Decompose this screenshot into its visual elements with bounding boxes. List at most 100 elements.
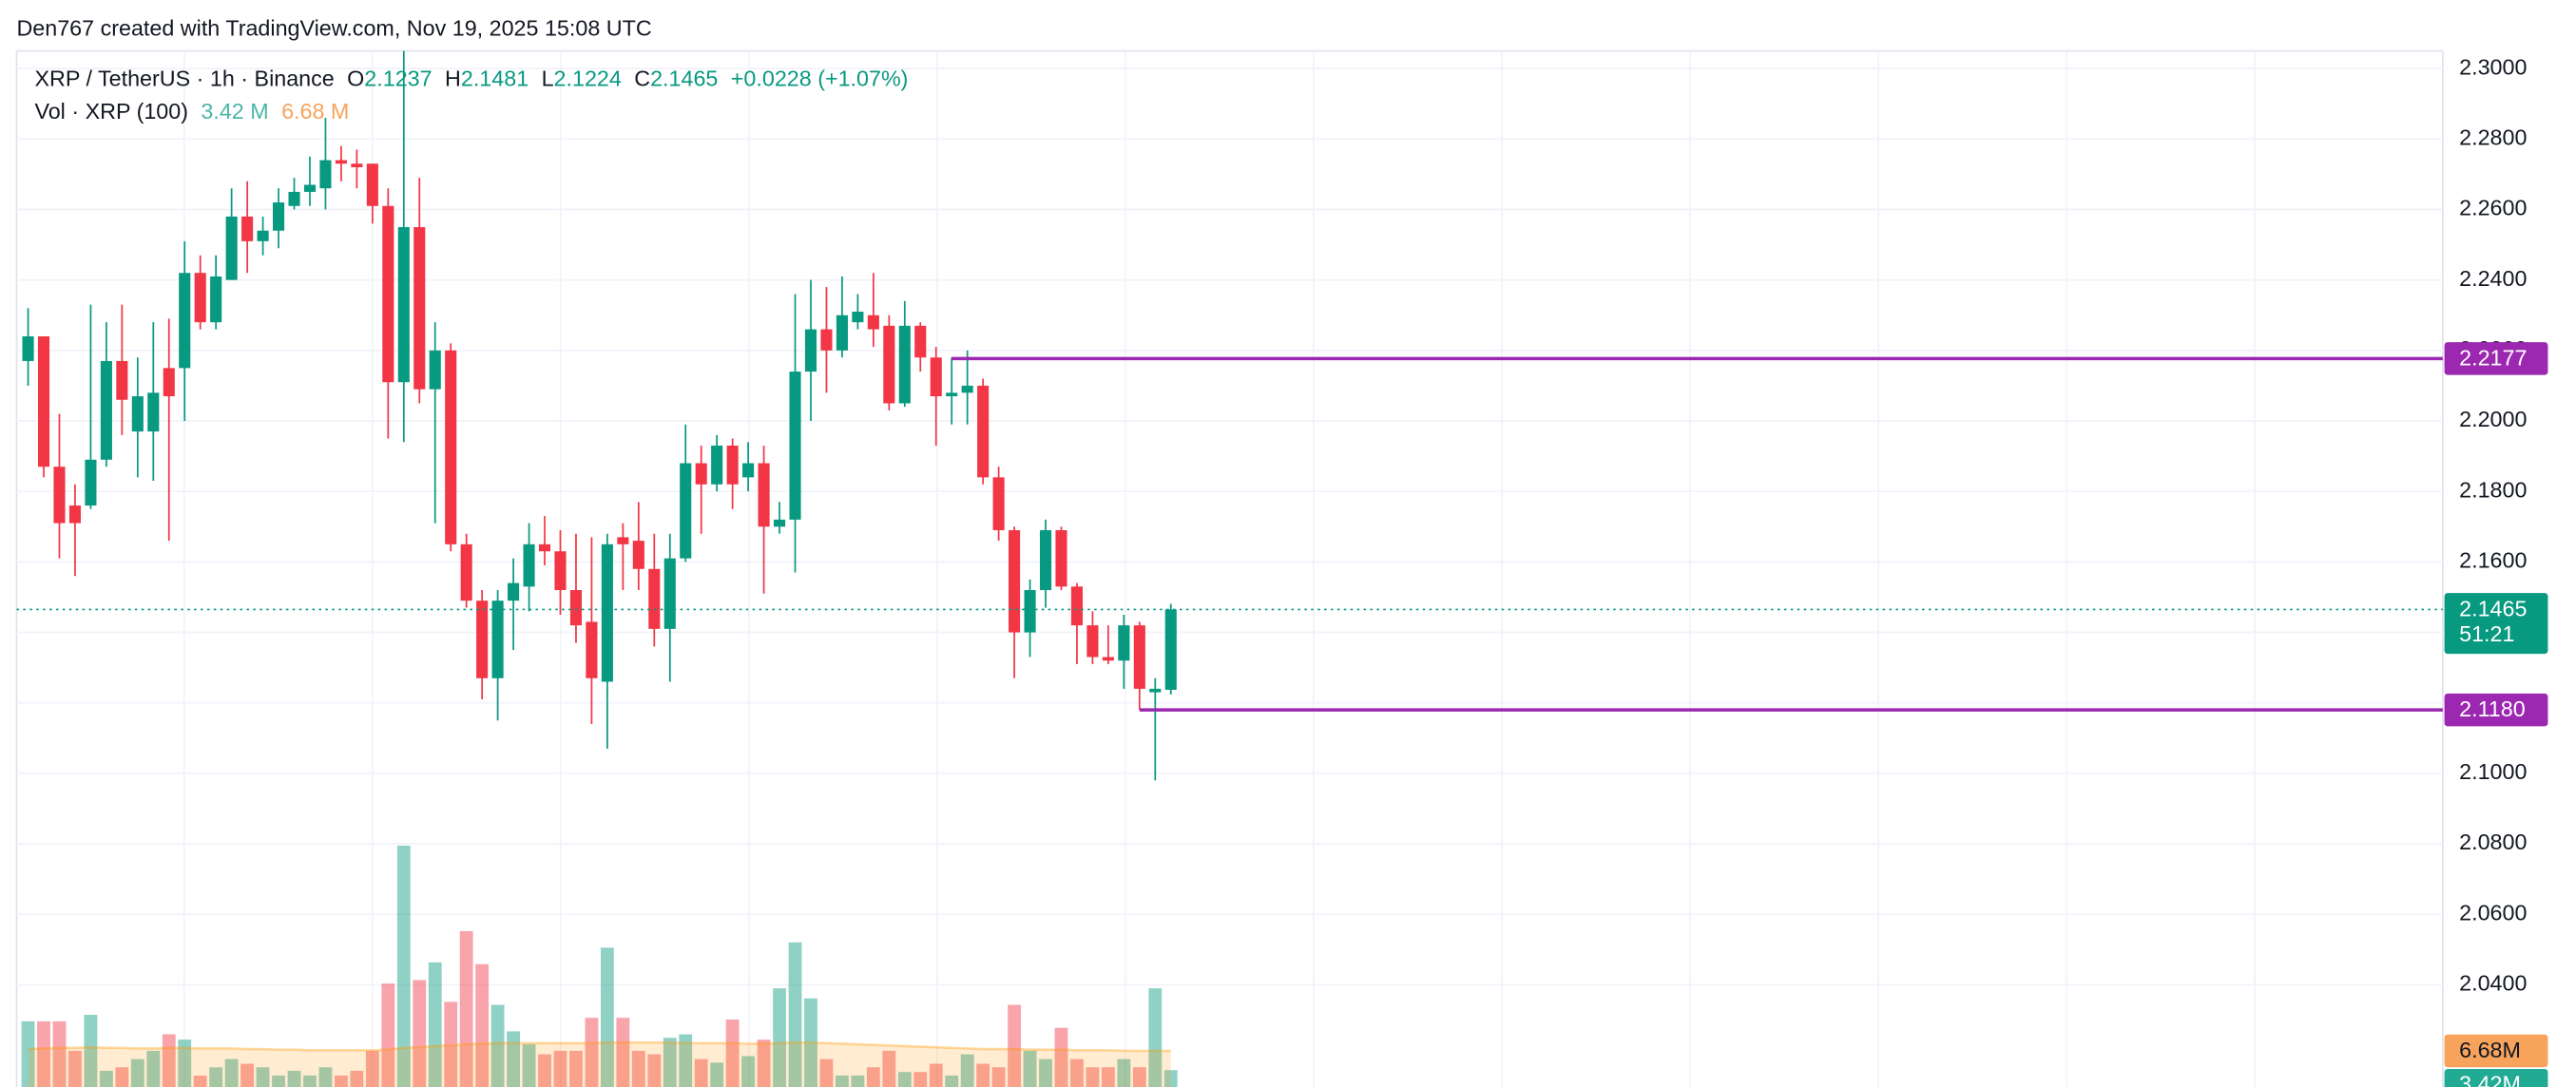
candle-body bbox=[663, 558, 676, 629]
candle-body bbox=[445, 350, 457, 544]
volume-bar bbox=[224, 1058, 239, 1087]
candle-body bbox=[131, 396, 144, 432]
volume-bar bbox=[522, 1044, 536, 1087]
volume-bar bbox=[335, 1075, 348, 1087]
candle-body bbox=[476, 601, 489, 678]
volume-bar bbox=[819, 1058, 834, 1087]
volume-ma-value: 6.68 M bbox=[281, 99, 349, 124]
volume-bar bbox=[272, 1075, 285, 1087]
candle-body bbox=[914, 325, 927, 358]
volume-badge bbox=[2444, 1068, 2548, 1087]
volume-bar bbox=[209, 1067, 223, 1087]
candle-body bbox=[1009, 529, 1021, 633]
attribution: Den767 created with TradingView.com, Nov… bbox=[16, 15, 651, 40]
volume-ma-badge bbox=[2444, 1034, 2548, 1068]
volume-bar bbox=[1054, 1027, 1068, 1087]
volume-bar bbox=[52, 1020, 67, 1087]
ohlc-value: 2.1481 bbox=[461, 67, 529, 91]
candle-body bbox=[100, 360, 112, 460]
volume-bar bbox=[836, 1075, 849, 1087]
level-badge bbox=[2444, 342, 2548, 375]
volume-bar bbox=[68, 1050, 82, 1087]
volume-bar bbox=[381, 983, 395, 1087]
volume-bar bbox=[1039, 1058, 1052, 1087]
candle-body bbox=[742, 463, 755, 478]
volume-bar bbox=[115, 1067, 129, 1087]
candle-body bbox=[179, 273, 191, 369]
volume-bar bbox=[365, 1050, 379, 1087]
candle-body bbox=[163, 368, 175, 397]
ohlc-label: H bbox=[445, 67, 461, 91]
level-label: 2.2177 bbox=[2459, 345, 2527, 370]
candle-body bbox=[1133, 625, 1145, 689]
volume-bar bbox=[162, 1034, 176, 1087]
y-tick-label: 2.0600 bbox=[2459, 900, 2527, 925]
level-label: 2.1180 bbox=[2459, 696, 2526, 721]
candle-body bbox=[680, 463, 692, 559]
volume-bar bbox=[428, 962, 442, 1087]
volume-bar bbox=[538, 1054, 551, 1087]
candle-body bbox=[68, 505, 82, 524]
candle-body bbox=[898, 325, 911, 404]
ohlc-value: 2.1224 bbox=[554, 67, 622, 91]
volume-bar bbox=[913, 1072, 928, 1087]
candle-body bbox=[319, 160, 332, 189]
volume-bar bbox=[84, 1015, 98, 1087]
volume-bar bbox=[553, 1050, 567, 1087]
candle-body bbox=[194, 273, 206, 323]
candle-body bbox=[53, 467, 66, 524]
volume-bar bbox=[741, 1056, 756, 1087]
volume-bar bbox=[710, 1062, 724, 1087]
volume-bar bbox=[350, 1070, 364, 1087]
candle-body bbox=[883, 325, 895, 404]
volume-bar bbox=[459, 930, 473, 1087]
candle-body bbox=[22, 335, 34, 361]
y-tick-label: 2.0400 bbox=[2459, 971, 2527, 996]
volume-ma-badge-label: 6.68M bbox=[2459, 1038, 2521, 1062]
volume-bar bbox=[725, 1020, 740, 1087]
ohlc-label: O bbox=[347, 67, 364, 91]
candle-body bbox=[85, 459, 97, 506]
candle-body bbox=[1102, 657, 1114, 661]
y-tick-label: 2.1800 bbox=[2459, 477, 2527, 502]
price-axis: 2.04002.06002.08002.10002.12002.14002.16… bbox=[2444, 54, 2548, 1087]
volume-bar bbox=[663, 1038, 677, 1087]
candle-body bbox=[804, 329, 817, 372]
y-tick-label: 2.0800 bbox=[2459, 830, 2527, 854]
volume-bar bbox=[585, 1018, 599, 1087]
candle-body bbox=[632, 541, 644, 569]
candle-body bbox=[335, 160, 347, 164]
y-tick-label: 2.1600 bbox=[2459, 548, 2527, 573]
candle-body bbox=[1164, 609, 1177, 691]
plot bbox=[16, 50, 2443, 781]
candle-body bbox=[774, 519, 786, 527]
candle-body bbox=[852, 312, 864, 323]
candle-body bbox=[554, 551, 567, 591]
candle-body bbox=[789, 372, 801, 520]
volume-bar bbox=[1086, 1067, 1100, 1087]
volume-bar bbox=[256, 1067, 270, 1087]
volume-bar bbox=[240, 1063, 255, 1087]
candle-body bbox=[961, 385, 973, 393]
volume-bar bbox=[804, 998, 817, 1087]
current-price-badge bbox=[2444, 593, 2548, 655]
candle-body bbox=[930, 357, 942, 397]
candle-body bbox=[820, 329, 833, 351]
candle-body bbox=[366, 163, 378, 206]
volume-bar bbox=[694, 1058, 708, 1087]
volume-bar bbox=[1070, 1058, 1084, 1087]
candle-body bbox=[867, 315, 879, 330]
volume-bar bbox=[318, 1067, 333, 1087]
volume-ma-line bbox=[28, 1040, 1171, 1053]
volume-bar bbox=[444, 1001, 458, 1087]
volume-bar bbox=[616, 1018, 630, 1087]
volume-bar bbox=[413, 980, 427, 1087]
candle-body bbox=[460, 544, 472, 601]
candle-body bbox=[241, 216, 254, 241]
ohlc-label: L bbox=[542, 67, 554, 91]
y-tick-label: 2.2600 bbox=[2459, 196, 2527, 220]
volume-bar bbox=[37, 1020, 50, 1087]
